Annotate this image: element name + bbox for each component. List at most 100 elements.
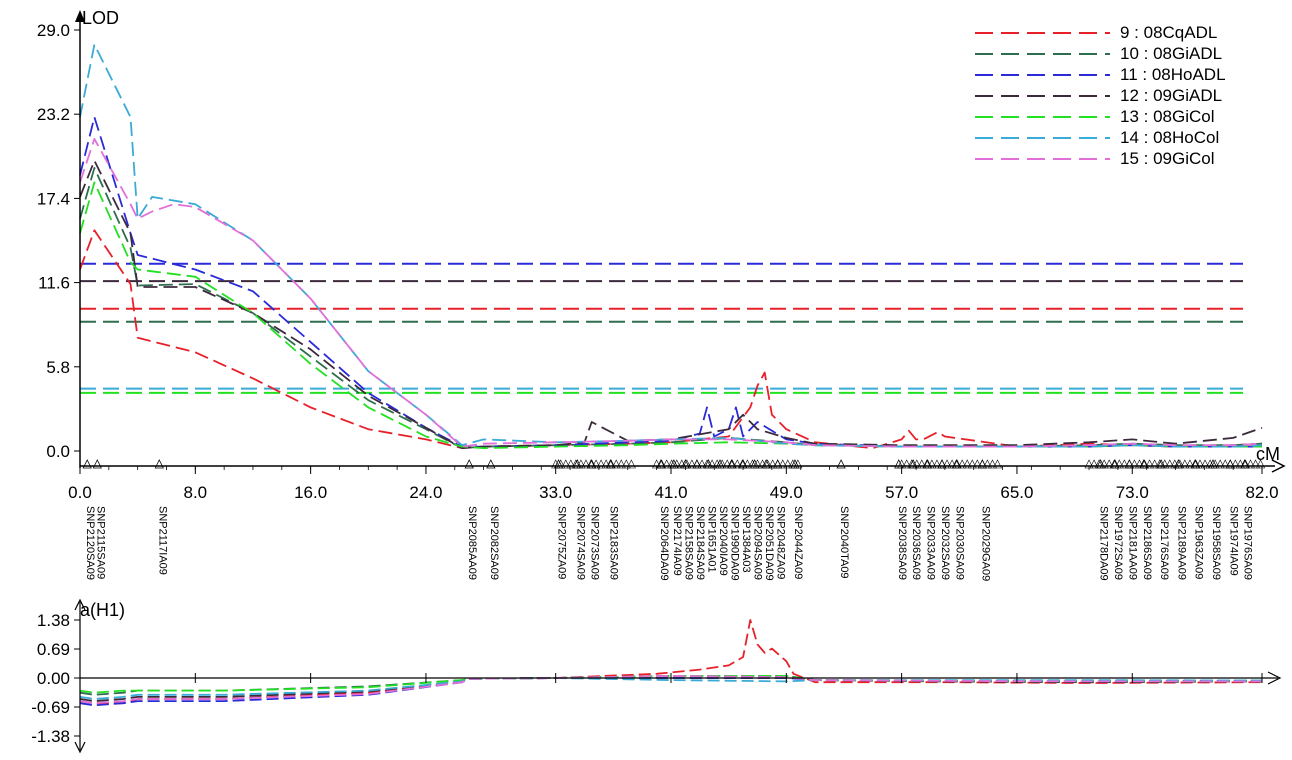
cm-x-tick-label: 8.0 (183, 483, 207, 502)
additive-axes (74, 598, 1282, 754)
marker-label: SNP2178DA09 (1098, 506, 1110, 581)
marker-triangle (1190, 459, 1200, 469)
marker-label: SNP2064DA09 (658, 506, 670, 581)
marker-triangle (1124, 459, 1134, 469)
marker-triangle (1084, 459, 1094, 469)
marker-triangle (1165, 459, 1175, 469)
marker-triangle (922, 459, 932, 469)
marker-label: SNP2075ZA09 (556, 506, 568, 579)
marker-label: SNP2044ZA09 (792, 506, 804, 579)
marker-triangle (902, 459, 912, 469)
legend-label: 13 : 08GiCol (1120, 107, 1215, 126)
marker-triangle (596, 459, 606, 469)
additive-y-tick-label: 1.38 (37, 611, 70, 630)
cm-x-ticks: 0.0 8.0 16.0 24.0 33.0 41.0 49.0 57.0 65.0 73.0 82… (68, 466, 1279, 502)
marker-triangle (702, 459, 712, 469)
marker-triangle (717, 459, 727, 469)
marker-triangle (1140, 459, 1150, 469)
additive-y-axis-arrow-up (74, 598, 86, 611)
cm-x-tick-label: 33.0 (539, 483, 572, 502)
marker-triangle (758, 459, 768, 469)
marker-triangle (778, 459, 788, 469)
marker-triangle (551, 459, 561, 469)
marker-triangle (154, 459, 164, 469)
marker-triangle (1109, 459, 1119, 469)
marker-triangle (1170, 459, 1180, 469)
marker-triangle (722, 459, 732, 469)
marker-label: SNP2184SA09 (694, 506, 706, 580)
marker-triangle (556, 459, 566, 469)
marker-triangle (927, 459, 937, 469)
marker-triangle (611, 459, 621, 469)
marker-label: SNP1972SA09 (1112, 506, 1124, 580)
marker-triangle (1155, 459, 1165, 469)
marker-label: SNP2033AA09 (925, 506, 937, 580)
marker-label: SNP2048ZA09 (775, 506, 787, 579)
cm-x-tick-label: 57.0 (885, 483, 918, 502)
lod-series-lines (79, 43, 1263, 449)
marker-triangle (1160, 459, 1170, 469)
cm-x-tick-label: 73.0 (1116, 483, 1149, 502)
marker-label: SNP2040TA09 (838, 506, 850, 579)
marker-label: SNP2073SA09 (589, 506, 601, 580)
additive-series-line (79, 619, 1263, 705)
lod-axes (75, 10, 1286, 473)
marker-triangle (1185, 459, 1195, 469)
marker-label: SNP2074SA09 (574, 506, 586, 580)
marker-triangle (1150, 459, 1160, 469)
legend-label: 9 : 08CqADL (1120, 23, 1217, 42)
marker-label: SNP2030SA09 (953, 506, 965, 580)
marker-label: SNP2082SA09 (488, 506, 500, 580)
marker-triangle (486, 459, 496, 469)
marker-triangle (1240, 459, 1250, 469)
marker-label: SNP2189AA09 (1175, 506, 1187, 580)
marker-label: SNP2183SA09 (607, 506, 619, 580)
marker-triangle (667, 459, 677, 469)
marker-triangle (977, 459, 987, 469)
cm-x-tick-label: 82.0 (1245, 483, 1278, 502)
marker-triangle (1235, 459, 1245, 469)
marker-triangle (763, 459, 773, 469)
marker-triangle (942, 459, 952, 469)
lod-y-ticks: 0.0 5.8 11.6 17.4 23.2 29.0 (37, 21, 80, 461)
additive-y-tick-label: 0.00 (37, 669, 70, 688)
marker-triangle (972, 459, 982, 469)
cm-x-tick-label: 24.0 (409, 483, 442, 502)
marker-triangle (1089, 459, 1099, 469)
marker-triangle (1200, 459, 1210, 469)
legend: 9 : 08CqADL 10 : 08GiADL 11 : 08HoADL 12 : … (975, 23, 1226, 168)
marker-triangle (1245, 459, 1255, 469)
marker-triangle (712, 459, 722, 469)
additive-series-lines (79, 619, 1263, 707)
marker-label: SNP2115SA09 (94, 506, 106, 579)
marker-triangle (1099, 459, 1109, 469)
additive-y-tick-label: 0.69 (37, 640, 70, 659)
marker-triangle (657, 459, 667, 469)
additive-y-ticks: 1.38 0.69 0.00 -0.69 -1.38 (31, 611, 80, 746)
marker-label: SNP2174IA09 (671, 506, 683, 576)
marker-triangle (687, 459, 697, 469)
marker-triangle (692, 459, 702, 469)
marker-label: SNP2120SA09 (84, 506, 96, 580)
marker-triangle (677, 459, 687, 469)
marker-triangle (1230, 459, 1240, 469)
marker-triangle (566, 459, 576, 469)
lod-y-tick-label: 23.2 (37, 105, 70, 124)
marker-triangle (793, 459, 803, 469)
marker-triangle (1145, 459, 1155, 469)
marker-label: SNP2032SA09 (939, 506, 951, 580)
marker-label: SNP2029GA09 (979, 506, 991, 581)
marker-triangle (464, 459, 474, 469)
marker-triangle (82, 459, 92, 469)
marker-label: SNP2117IA09 (156, 506, 168, 575)
marker-triangle (697, 459, 707, 469)
marker-label: SNP2186SA09 (1141, 506, 1153, 580)
legend-label: 11 : 08HoADL (1120, 65, 1226, 84)
marker-triangle (788, 459, 798, 469)
marker-triangle (561, 459, 571, 469)
additive-axis-label: a(H1) (80, 600, 125, 620)
marker-triangle (932, 459, 942, 469)
marker-triangle (1175, 459, 1185, 469)
marker-triangle (727, 459, 737, 469)
